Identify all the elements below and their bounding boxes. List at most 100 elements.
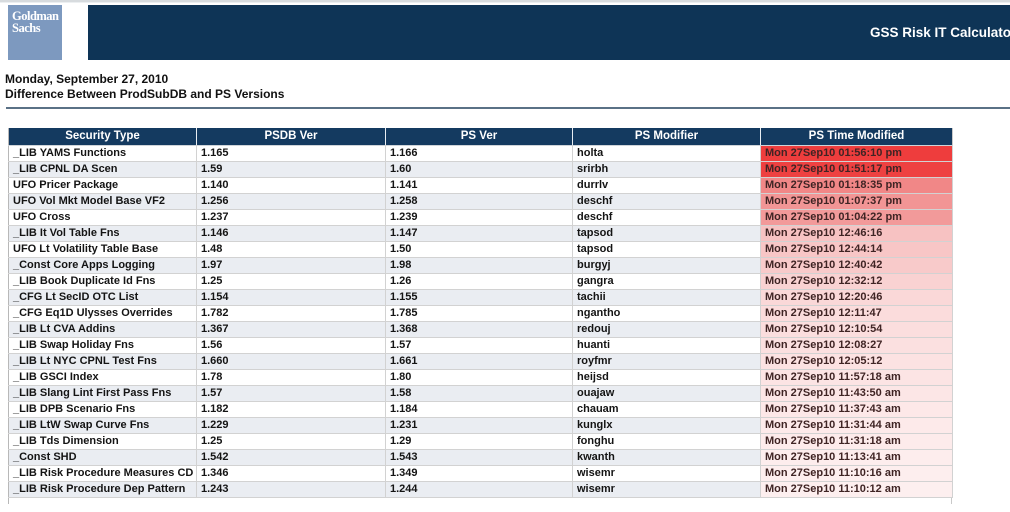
cell-security-type: _LIB CPNL DA Scen [8, 161, 197, 178]
cell-ps-modifier: tapsod [572, 225, 761, 242]
cell-ps-ver: 1.141 [385, 177, 573, 194]
cell-ps-ver: 1.98 [385, 257, 573, 274]
cell-psdb-ver: 1.182 [196, 401, 386, 418]
app-title: GSS Risk IT Calculato [869, 25, 1010, 40]
table-row: _LIB Book Duplicate Id Fns 1.25 1.26 gan… [8, 273, 953, 290]
cell-ps-time-modified: Mon 27Sep10 12:10:54 [760, 321, 953, 338]
report-title: Difference Between ProdSubDB and PS Vers… [5, 87, 285, 101]
cell-ps-time-modified: Mon 27Sep10 11:10:12 am [760, 481, 953, 498]
cell-ps-time-modified: Mon 27Sep10 12:32:12 [760, 273, 953, 290]
cell-ps-modifier: deschf [572, 209, 761, 226]
cell-ps-ver: 1.147 [385, 225, 573, 242]
cell-ps-time-modified: Mon 27Sep10 01:51:17 pm [760, 161, 953, 178]
cell-security-type: _LIB YAMS Functions [8, 145, 197, 162]
masthead: Goldman Sachs GSS Risk IT Calculato [0, 3, 1010, 61]
cell-security-type: _LIB Risk Procedure Dep Pattern [8, 481, 197, 498]
cell-security-type: _Const Core Apps Logging [8, 257, 197, 274]
diff-table-container: Security Type PSDB Ver PS Ver PS Modifie… [8, 128, 1010, 498]
cell-security-type: _LIB Slang Lint First Pass Fns [8, 385, 197, 402]
table-row: _CFG Lt SecID OTC List 1.154 1.155 tachi… [8, 289, 953, 306]
cell-security-type: _CFG Lt SecID OTC List [8, 289, 197, 306]
cell-psdb-ver: 1.59 [196, 161, 386, 178]
cell-ps-ver: 1.368 [385, 321, 573, 338]
date-heading: Monday, September 27, 2010 [5, 72, 169, 86]
cell-security-type: _LIB Lt CVA Addins [8, 321, 197, 338]
column-header-ps-time-modified: PS Time Modified [760, 128, 953, 146]
cell-ps-time-modified: Mon 27Sep10 01:04:22 pm [760, 209, 953, 226]
cell-psdb-ver: 1.237 [196, 209, 386, 226]
cell-ps-ver: 1.50 [385, 241, 573, 258]
cell-psdb-ver: 1.243 [196, 481, 386, 498]
cell-ps-modifier: wisemr [572, 481, 761, 498]
clipped-next-row [8, 497, 952, 504]
cell-ps-ver: 1.244 [385, 481, 573, 498]
cell-security-type: _LIB Tds Dimension [8, 433, 197, 450]
table-row: _LIB GSCI Index 1.78 1.80 heijsd Mon 27S… [8, 369, 953, 386]
cell-psdb-ver: 1.97 [196, 257, 386, 274]
table-row: _LIB CPNL DA Scen 1.59 1.60 srirbh Mon 2… [8, 161, 953, 178]
cell-ps-ver: 1.239 [385, 209, 573, 226]
cell-ps-modifier: royfmr [572, 353, 761, 370]
table-row: _LIB YAMS Functions 1.165 1.166 holta Mo… [8, 145, 953, 162]
table-row: UFO Cross 1.237 1.239 deschf Mon 27Sep10… [8, 209, 953, 226]
cell-security-type: _LIB LtW Swap Curve Fns [8, 417, 197, 434]
table-row: _LIB It Vol Table Fns 1.146 1.147 tapsod… [8, 225, 953, 242]
table-row: _LIB DPB Scenario Fns 1.182 1.184 chauam… [8, 401, 953, 418]
column-header-security-type: Security Type [8, 128, 197, 146]
cell-ps-time-modified: Mon 27Sep10 11:13:41 am [760, 449, 953, 466]
cell-ps-ver: 1.29 [385, 433, 573, 450]
column-header-ps-ver: PS Ver [385, 128, 573, 146]
cell-ps-ver: 1.349 [385, 465, 573, 482]
cell-ps-time-modified: Mon 27Sep10 12:08:27 [760, 337, 953, 354]
cell-ps-ver: 1.785 [385, 305, 573, 322]
cell-ps-ver: 1.258 [385, 193, 573, 210]
cell-ps-modifier: wisemr [572, 465, 761, 482]
cell-ps-ver: 1.543 [385, 449, 573, 466]
cell-ps-ver: 1.57 [385, 337, 573, 354]
cell-ps-time-modified: Mon 27Sep10 11:31:18 am [760, 433, 953, 450]
cell-ps-time-modified: Mon 27Sep10 12:20:46 [760, 289, 953, 306]
cell-ps-time-modified: Mon 27Sep10 11:57:18 am [760, 369, 953, 386]
table-row: _Const SHD 1.542 1.543 kwanth Mon 27Sep1… [8, 449, 953, 466]
goldman-sachs-logo: Goldman Sachs [8, 5, 62, 60]
cell-ps-time-modified: Mon 27Sep10 11:10:16 am [760, 465, 953, 482]
cell-ps-modifier: tachii [572, 289, 761, 306]
cell-ps-modifier: srirbh [572, 161, 761, 178]
cell-ps-ver: 1.26 [385, 273, 573, 290]
cell-psdb-ver: 1.154 [196, 289, 386, 306]
cell-ps-ver: 1.155 [385, 289, 573, 306]
table-row: _Const Core Apps Logging 1.97 1.98 burgy… [8, 257, 953, 274]
cell-security-type: UFO Vol Mkt Model Base VF2 [8, 193, 197, 210]
cell-psdb-ver: 1.56 [196, 337, 386, 354]
cell-security-type: _LIB GSCI Index [8, 369, 197, 386]
cell-security-type: _LIB Lt NYC CPNL Test Fns [8, 353, 197, 370]
cell-ps-modifier: heijsd [572, 369, 761, 386]
cell-ps-time-modified: Mon 27Sep10 12:46:16 [760, 225, 953, 242]
table-row: _LIB Lt CVA Addins 1.367 1.368 redouj Mo… [8, 321, 953, 338]
logo-line-1: Goldman [12, 9, 59, 23]
cell-ps-time-modified: Mon 27Sep10 11:31:44 am [760, 417, 953, 434]
table-row: _LIB Risk Procedure Measures CD 1.346 1.… [8, 465, 953, 482]
cell-ps-modifier: tapsod [572, 241, 761, 258]
cell-ps-modifier: holta [572, 145, 761, 162]
cell-security-type: UFO Lt Volatility Table Base [8, 241, 197, 258]
table-row: _LIB Swap Holiday Fns 1.56 1.57 huanti M… [8, 337, 953, 354]
cell-ps-modifier: chauam [572, 401, 761, 418]
cell-ps-modifier: ouajaw [572, 385, 761, 402]
horizontal-rule [6, 107, 1010, 109]
table-row: _LIB LtW Swap Curve Fns 1.229 1.231 kung… [8, 417, 953, 434]
window-top-edge [0, 0, 1010, 3]
cell-ps-ver: 1.231 [385, 417, 573, 434]
cell-psdb-ver: 1.78 [196, 369, 386, 386]
cell-ps-ver: 1.661 [385, 353, 573, 370]
cell-ps-ver: 1.184 [385, 401, 573, 418]
title-block: Monday, September 27, 2010 Difference Be… [5, 72, 1010, 102]
table-row: _LIB Tds Dimension 1.25 1.29 fonghu Mon … [8, 433, 953, 450]
table-header-row: Security Type PSDB Ver PS Ver PS Modifie… [8, 128, 953, 146]
cell-psdb-ver: 1.542 [196, 449, 386, 466]
column-header-ps-modifier: PS Modifier [572, 128, 761, 146]
cell-psdb-ver: 1.25 [196, 273, 386, 290]
cell-psdb-ver: 1.346 [196, 465, 386, 482]
cell-psdb-ver: 1.146 [196, 225, 386, 242]
table-row: UFO Vol Mkt Model Base VF2 1.256 1.258 d… [8, 193, 953, 210]
